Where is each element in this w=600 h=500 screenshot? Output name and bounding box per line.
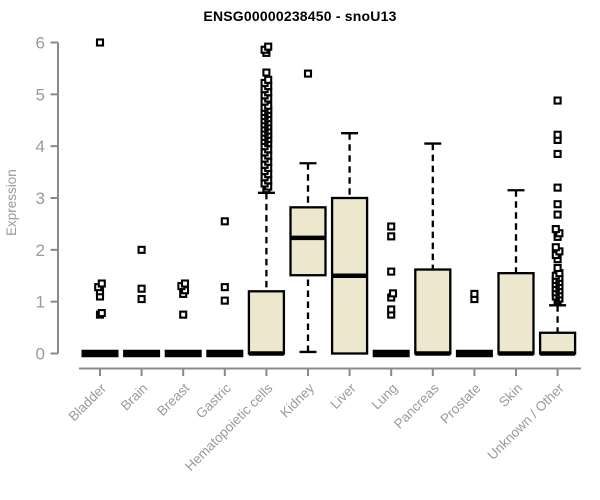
- y-tick-label: 3: [36, 189, 45, 208]
- x-category-label: Gastric: [193, 380, 234, 421]
- outlier-point: [137, 295, 146, 304]
- outlier-point: [387, 222, 396, 231]
- outlier-point: [553, 200, 562, 209]
- box-lung: [372, 222, 410, 358]
- x-category-label: Prostate: [437, 381, 483, 427]
- outlier-point: [553, 210, 562, 219]
- outlier-point: [264, 75, 273, 84]
- outlier-point: [264, 42, 273, 51]
- outlier-point: [220, 217, 229, 226]
- outlier-point: [220, 296, 229, 305]
- iqr-box: [497, 272, 535, 355]
- y-tick-label: 0: [36, 345, 45, 364]
- zero-box: [206, 349, 244, 358]
- y-tick-label: 5: [36, 85, 45, 104]
- x-category-label: Breast: [154, 380, 192, 418]
- outlier-point: [262, 68, 271, 77]
- outlier-point: [97, 279, 106, 288]
- chart-title: ENSG00000238450 - snoU13: [203, 8, 397, 24]
- box-kidney: [289, 69, 327, 354]
- y-axis: 0 1 2 3 4 5 6: [36, 34, 59, 364]
- box-gastric: [206, 217, 244, 358]
- outlier-point: [180, 279, 190, 288]
- outlier-point: [387, 305, 396, 314]
- x-category-label: Pancreas: [391, 380, 442, 431]
- zero-box: [164, 349, 202, 358]
- outlier-point: [470, 289, 479, 298]
- x-category-label: Liver: [327, 380, 359, 412]
- outlier-point: [137, 245, 146, 254]
- outlier-point: [95, 38, 105, 47]
- x-category-label: Unknown / Other: [484, 380, 567, 463]
- x-category-label: Bladder: [66, 380, 110, 424]
- y-tick-label: 1: [36, 293, 45, 312]
- box-hematopoietic-cells: [247, 42, 286, 356]
- y-axis-label: Expression: [4, 169, 19, 236]
- x-category-label: Kidney: [277, 380, 317, 420]
- box-breast: [164, 279, 202, 358]
- outlier-point: [553, 263, 562, 273]
- outlier-point: [553, 96, 562, 105]
- outlier-point: [387, 267, 396, 276]
- x-category-label: Lung: [368, 381, 400, 413]
- outlier-point: [551, 225, 560, 234]
- x-category-label: Skin: [496, 381, 525, 410]
- zero-box: [81, 349, 119, 358]
- outlier-point: [97, 309, 106, 318]
- outlier-point: [553, 130, 562, 139]
- outlier-point: [553, 149, 562, 158]
- zero-box: [123, 349, 161, 358]
- y-tick-label: 4: [36, 137, 45, 156]
- outlier-point: [137, 284, 146, 293]
- iqr-box: [289, 206, 327, 277]
- outlier-point: [303, 69, 313, 78]
- iqr-box: [538, 331, 577, 355]
- box-unknown-other: [538, 96, 577, 356]
- box-prostate: [455, 289, 493, 358]
- iqr-box: [247, 290, 286, 355]
- box-liver: [330, 132, 369, 355]
- outlier-point: [220, 283, 229, 292]
- box-pancreas: [414, 142, 452, 356]
- zero-box: [372, 349, 410, 358]
- y-tick-label: 2: [36, 241, 45, 260]
- outlier-point: [551, 243, 560, 252]
- zero-box: [455, 349, 493, 358]
- outlier-point: [179, 310, 188, 319]
- x-category-label: Brain: [118, 381, 151, 414]
- outlier-point: [387, 232, 396, 241]
- iqr-box: [414, 268, 452, 355]
- outlier-point: [388, 289, 398, 298]
- box-brain: [123, 245, 161, 358]
- outlier-point: [553, 183, 562, 192]
- y-tick-label: 6: [36, 34, 45, 53]
- box-bladder: [81, 38, 119, 358]
- box-skin: [497, 189, 535, 356]
